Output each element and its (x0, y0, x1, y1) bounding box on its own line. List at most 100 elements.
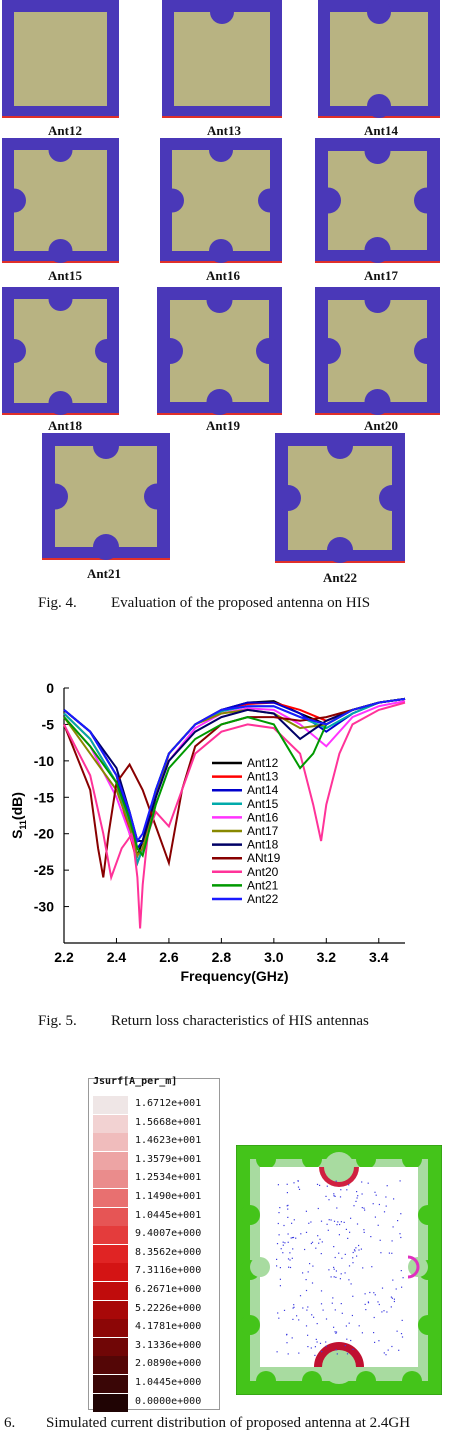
current-vector (327, 1229, 329, 1231)
current-vector (276, 1265, 278, 1267)
current-vector (350, 1339, 352, 1342)
current-vector (369, 1291, 371, 1294)
antenna-tile-ant13: Ant13 (162, 0, 282, 138)
antenna-label: Ant18 (48, 418, 82, 433)
current-vector (357, 1195, 359, 1197)
current-vector (319, 1184, 321, 1186)
slot-notch-t (48, 138, 73, 162)
fig6-caption: 6. Simulated current distribution of prop… (4, 1415, 410, 1432)
current-vector (356, 1223, 359, 1225)
current-vector (292, 1318, 294, 1320)
y-tick-label: -30 (34, 899, 54, 915)
antenna-tile-ant21: Ant21 (42, 433, 170, 581)
slot-notch-l (315, 187, 341, 214)
current-vector (350, 1283, 352, 1285)
current-vector (400, 1270, 402, 1272)
y-tick-label: -25 (34, 862, 54, 878)
current-vector (385, 1205, 387, 1207)
antenna-layout-icon (315, 287, 440, 415)
current-vector (298, 1352, 300, 1354)
current-vector (380, 1252, 382, 1254)
current-vector (326, 1223, 328, 1225)
current-vector (325, 1318, 328, 1320)
slot-notch-r (414, 187, 440, 214)
border-slot (356, 1371, 376, 1391)
current-vector (367, 1182, 369, 1184)
top-notch (324, 1152, 354, 1182)
current-vector (297, 1180, 299, 1182)
current-vector (378, 1303, 380, 1306)
antenna-layout-icon (42, 433, 170, 560)
current-vector (286, 1183, 288, 1185)
current-vector (350, 1217, 352, 1219)
current-vector (330, 1219, 332, 1221)
current-vector (305, 1279, 307, 1281)
current-vector (341, 1257, 343, 1259)
legend-label: Ant12 (247, 756, 279, 770)
right-notch-current (407, 1255, 420, 1279)
slot-notch-b (327, 537, 353, 563)
current-vector (293, 1306, 295, 1308)
current-vector (300, 1233, 302, 1235)
current-vector (298, 1319, 300, 1321)
x-tick-label: 3.2 (317, 949, 337, 965)
current-vector (315, 1247, 317, 1249)
current-vector (361, 1332, 363, 1334)
antenna-label: Ant16 (206, 268, 240, 283)
current-vector (397, 1220, 399, 1222)
colorbar-swatch (93, 1151, 128, 1170)
current-vector (286, 1342, 288, 1344)
current-vector (383, 1310, 385, 1312)
slot-notch-r (256, 338, 282, 364)
current-vector (305, 1231, 308, 1233)
current-vector (361, 1193, 363, 1195)
current-vector (373, 1316, 375, 1319)
current-vector (278, 1317, 280, 1319)
current-vector (351, 1314, 353, 1317)
border-slot (302, 1149, 322, 1169)
current-vector (340, 1303, 342, 1305)
current-vector (328, 1199, 330, 1201)
current-vector (316, 1183, 319, 1185)
current-vector (348, 1279, 350, 1281)
antenna-label: Ant22 (323, 570, 357, 585)
colorbar-swatch (93, 1375, 128, 1393)
current-vector (306, 1309, 308, 1311)
current-vector (320, 1220, 323, 1222)
current-vector (393, 1198, 395, 1200)
current-vector (296, 1315, 298, 1317)
current-vector (390, 1306, 392, 1308)
fig6-caption-text: Simulated current distribution of propos… (46, 1415, 411, 1431)
legend-label: Ant21 (247, 878, 279, 892)
x-tick-label: 2.8 (212, 949, 232, 965)
y-tick-label: 0 (46, 680, 54, 696)
current-vector (295, 1237, 297, 1239)
current-vector (333, 1246, 335, 1248)
current-vector (302, 1272, 304, 1274)
series-line-ant20 (63, 701, 406, 929)
current-vector (291, 1257, 293, 1259)
current-vector (282, 1244, 284, 1246)
current-vector (291, 1222, 293, 1224)
current-vector (287, 1208, 289, 1210)
colorbar-value: 9.4007e+000 (135, 1228, 202, 1240)
current-vector (321, 1351, 323, 1353)
current-vector (352, 1251, 354, 1254)
current-vector (385, 1354, 387, 1356)
current-vector (282, 1241, 284, 1243)
current-vector (371, 1266, 373, 1268)
colorbar-swatch (93, 1337, 128, 1356)
colorbar-swatch (93, 1319, 128, 1338)
current-vector (278, 1234, 280, 1236)
colorbar-swatch (93, 1226, 128, 1245)
current-vector (325, 1195, 327, 1197)
current-vector (358, 1249, 360, 1251)
slot-notch-t (209, 138, 233, 162)
current-vector (293, 1304, 295, 1306)
y-tick-label: -10 (34, 753, 54, 769)
current-vector (348, 1184, 350, 1186)
current-vector (310, 1221, 312, 1223)
slot-notch-t (364, 138, 391, 164)
current-vector (398, 1349, 400, 1351)
colorbar-swatch (93, 1133, 128, 1152)
